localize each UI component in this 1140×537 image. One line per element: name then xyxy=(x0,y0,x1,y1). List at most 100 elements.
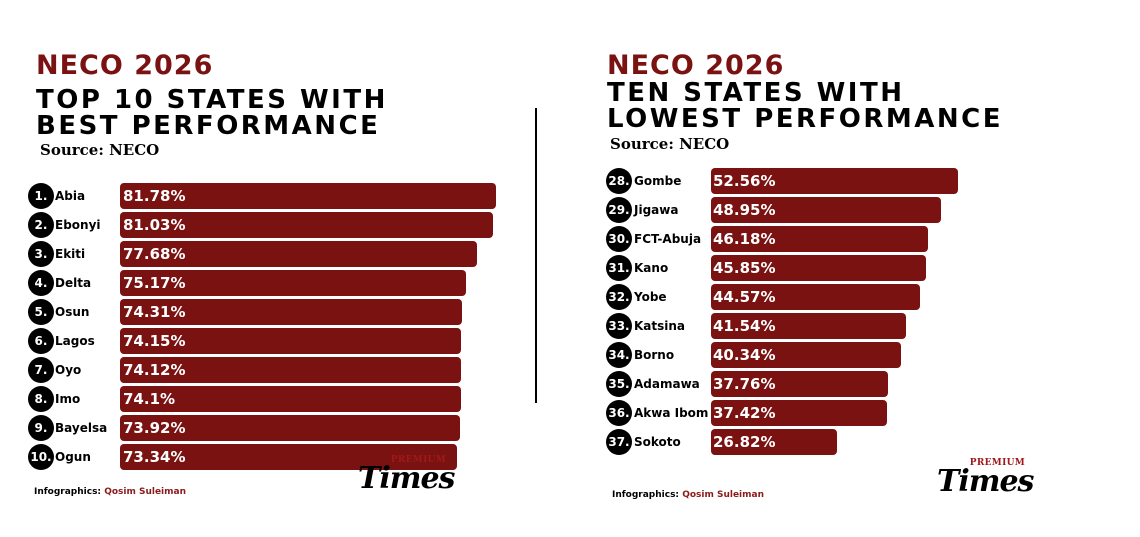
logo-premium-text: PREMIUM xyxy=(969,458,1025,468)
rank-badge: 28. xyxy=(606,168,632,194)
state-label: Borno xyxy=(634,348,675,362)
bar-row: 29. Jigawa 48.95% xyxy=(580,196,1140,225)
value-label: 74.31% xyxy=(123,303,186,321)
bar-row: 7. Oyo 74.12% xyxy=(0,356,530,385)
state-label: Bayelsa xyxy=(55,421,108,435)
rank-badge: 29. xyxy=(606,197,632,223)
state-label: Sokoto xyxy=(634,435,681,449)
logo-times-text: Times xyxy=(937,464,1034,499)
left-kicker: NECO 2026 xyxy=(36,50,214,81)
bar xyxy=(120,444,457,470)
bar xyxy=(711,429,837,455)
state-label: Delta xyxy=(55,276,92,290)
bar-row: 28. Gombe 52.56% xyxy=(580,167,1140,196)
value-label: 48.95% xyxy=(713,201,776,219)
bar-row: 8. Imo 74.1% xyxy=(0,385,530,414)
rank-badge: 8. xyxy=(28,386,54,412)
bar-row: 34. Borno 40.34% xyxy=(580,341,1140,370)
rank-badge: 1. xyxy=(28,183,54,209)
bar-row: 31. Kano 45.85% xyxy=(580,254,1140,283)
credit-label: Infographics: xyxy=(612,490,680,500)
value-label: 37.76% xyxy=(713,375,776,393)
bar xyxy=(711,313,906,339)
left-credit: Infographics: Qosim Suleiman xyxy=(34,487,186,497)
state-label: Adamawa xyxy=(634,377,700,391)
bar xyxy=(120,241,477,267)
rank-badge: 4. xyxy=(28,270,54,296)
state-label: Ekiti xyxy=(55,247,86,261)
value-label: 81.78% xyxy=(123,187,186,205)
bar xyxy=(711,226,928,252)
value-label: 77.68% xyxy=(123,245,186,263)
bar-row: 3. Ekiti 77.68% xyxy=(0,240,530,269)
right-source: Source: NECO xyxy=(610,135,730,153)
state-label: Gombe xyxy=(634,174,682,188)
state-label: FCT-Abuja xyxy=(634,232,702,246)
bar-row: 35. Adamawa 37.76% xyxy=(580,370,1140,399)
panel-divider xyxy=(535,108,537,403)
value-label: 45.85% xyxy=(713,259,776,277)
value-label: 74.12% xyxy=(123,361,186,379)
bar-row: 9. Bayelsa 73.92% xyxy=(0,414,530,443)
credit-name: Qosim Suleiman xyxy=(682,490,764,500)
bar xyxy=(120,299,462,325)
bar-row: 6. Lagos 74.15% xyxy=(0,327,530,356)
right-chart-panel: NECO 2026 TEN STATES WITH LOWEST PERFORM… xyxy=(580,0,1140,537)
right-title-line2: LOWEST PERFORMANCE xyxy=(607,104,1004,134)
left-source: Source: NECO xyxy=(40,141,160,159)
credit-name: Qosim Suleiman xyxy=(104,487,186,497)
bar-row: 36. Akwa Ibom 37.42% xyxy=(580,399,1140,428)
bar xyxy=(120,415,460,441)
value-label: 26.82% xyxy=(713,433,776,451)
bar xyxy=(711,371,888,397)
value-label: 37.42% xyxy=(713,404,776,422)
right-kicker: NECO 2026 xyxy=(607,50,785,81)
state-label: Kano xyxy=(634,261,669,275)
bar-row: 10. Ogun 73.34% xyxy=(0,443,530,472)
logo-premium-text: PREMIUM xyxy=(390,455,446,465)
rank-badge: 31. xyxy=(606,255,632,281)
bar xyxy=(120,386,461,412)
state-label: Osun xyxy=(55,305,90,319)
rank-badge: 37. xyxy=(606,429,632,455)
right-credit: Infographics: Qosim Suleiman xyxy=(612,490,764,500)
left-title-line2: BEST PERFORMANCE xyxy=(36,111,381,141)
logo-times-text: Times xyxy=(358,461,455,496)
value-label: 81.03% xyxy=(123,216,186,234)
rank-badge: 7. xyxy=(28,357,54,383)
rank-badge: 2. xyxy=(28,212,54,238)
bar-row: 30. FCT-Abuja 46.18% xyxy=(580,225,1140,254)
rank-badge: 36. xyxy=(606,400,632,426)
premium-times-logo: PREMIUM Times xyxy=(358,455,468,499)
bar xyxy=(120,183,496,209)
rank-badge: 10. xyxy=(28,444,54,470)
bar xyxy=(120,212,493,238)
left-chart-panel: NECO 2026 TOP 10 STATES WITH BEST PERFOR… xyxy=(0,0,530,537)
state-label: Katsina xyxy=(634,319,686,333)
premium-times-logo: PREMIUM Times xyxy=(937,458,1047,502)
value-label: 52.56% xyxy=(713,172,776,190)
bar-row: 33. Katsina 41.54% xyxy=(580,312,1140,341)
rank-badge: 30. xyxy=(606,226,632,252)
right-title-line1: TEN STATES WITH xyxy=(607,78,905,108)
value-label: 40.34% xyxy=(713,346,776,364)
bar xyxy=(711,284,920,310)
bar xyxy=(120,270,466,296)
state-label: Akwa Ibom xyxy=(634,406,709,420)
bar-row: 1. Abia 81.78% xyxy=(0,182,530,211)
bar xyxy=(711,342,901,368)
bar-row: 37. Sokoto 26.82% xyxy=(580,428,1140,457)
rank-badge: 35. xyxy=(606,371,632,397)
state-label: Ebonyi xyxy=(55,218,101,232)
rank-badge: 34. xyxy=(606,342,632,368)
state-label: Jigawa xyxy=(634,203,679,217)
value-label: 46.18% xyxy=(713,230,776,248)
value-label: 41.54% xyxy=(713,317,776,335)
value-label: 44.57% xyxy=(713,288,776,306)
bar-row: 5. Osun 74.31% xyxy=(0,298,530,327)
bar xyxy=(120,357,461,383)
state-label: Imo xyxy=(55,392,81,406)
value-label: 74.15% xyxy=(123,332,186,350)
credit-label: Infographics: xyxy=(34,487,102,497)
rank-badge: 9. xyxy=(28,415,54,441)
